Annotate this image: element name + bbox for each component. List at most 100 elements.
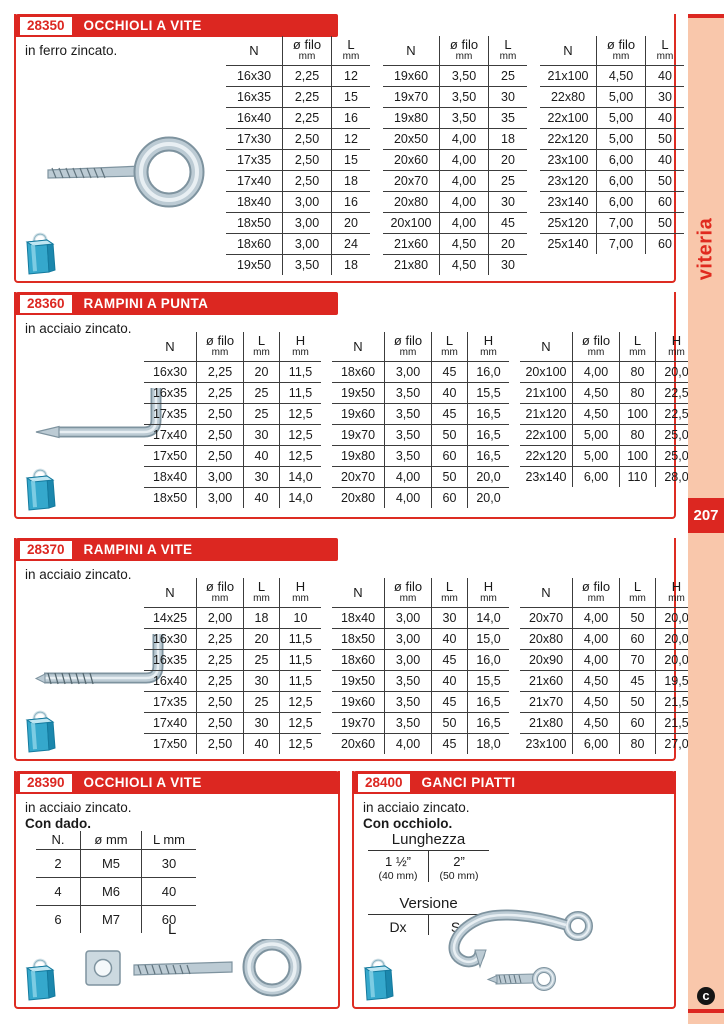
- table-cell: 21,5: [655, 691, 697, 713]
- table-cell: 20x70: [528, 611, 564, 625]
- table-row: 16x35 2,25 25 11,5: [144, 382, 321, 404]
- length-dimension-label: L: [168, 921, 177, 938]
- table-cell: 19x80: [332, 445, 385, 467]
- table-cell: 4,50: [572, 382, 620, 404]
- article-code: 28350: [20, 16, 72, 35]
- section-title: RAMPINI A VITE: [83, 542, 193, 557]
- table-cell: 6,00: [572, 466, 620, 487]
- table-cell: 17x50: [144, 733, 197, 754]
- table-row: 20x100 4,00 45: [383, 212, 527, 234]
- table-row: 21x120 4,50 100 22,5: [520, 403, 697, 425]
- table-cell: 20,0: [467, 487, 509, 508]
- table-cell: 30: [141, 849, 196, 878]
- table-cell: 3,00: [196, 487, 244, 508]
- table-cell: 27,0: [655, 733, 697, 754]
- spec-table: N. ø mm L mm 2 M5 30 4 M6 40 6 M7 60: [36, 831, 196, 933]
- table-cell: 60: [431, 487, 468, 508]
- table-cell: 18x50: [226, 212, 283, 234]
- table-cell: 5,00: [572, 445, 620, 467]
- table-cell: 20: [243, 628, 280, 650]
- section-28390: 28390 OCCHIOLI A VITE in acciaio zincato…: [14, 771, 340, 1009]
- table-row: 17x40 2,50 30 12,5: [144, 424, 321, 446]
- table-cell: 11,5: [279, 649, 321, 671]
- section-title: RAMPINI A PUNTA: [83, 296, 209, 311]
- table-row: 18x60 3,00 24: [226, 233, 370, 255]
- table-cell: 18x60: [332, 649, 385, 671]
- column-header: ø filo mm: [384, 332, 432, 362]
- table-cell: 16x30: [152, 365, 188, 379]
- table-cell: 11,5: [279, 670, 321, 692]
- table-cell: 18,0: [467, 733, 509, 754]
- table-cell: 30: [431, 607, 468, 629]
- article-code: 28400: [358, 773, 410, 792]
- table-cell: 2,25: [282, 107, 332, 129]
- column-header: ø filo mm: [572, 332, 620, 362]
- material-description: in acciaio zincato.: [25, 567, 132, 582]
- spec-table-container: N. ø mm L mm 2 M5 30 4 M6 40 6 M7 60: [36, 831, 196, 933]
- table-cell: 3,00: [384, 649, 432, 671]
- table-row: 25x140 7,00 60: [540, 233, 684, 254]
- section-title: GANCI PIATTI: [421, 775, 516, 790]
- table-cell: 20x90: [520, 649, 573, 671]
- table-cell: 2,50: [282, 128, 332, 150]
- table-cell: 60: [141, 905, 196, 933]
- table-cell: 45: [488, 212, 527, 234]
- version-table-title: Versione: [368, 895, 489, 915]
- table-cell: 6,00: [572, 733, 620, 754]
- table-cell: 12,5: [279, 733, 321, 754]
- table-cell: 40: [243, 445, 280, 467]
- table-row: 20x80 4,00 30: [383, 191, 527, 213]
- table-cell: 4,50: [572, 670, 620, 692]
- section-header: 28370 RAMPINI A VITE: [14, 538, 338, 561]
- table-cell: 4,00: [384, 466, 432, 488]
- table-cell: 2,50: [196, 733, 244, 754]
- table-cell: 30: [488, 86, 527, 108]
- table-row: 17x35 2,50 25 12,5: [144, 691, 321, 713]
- table-cell: 17x40: [144, 712, 197, 734]
- table-cell: 4,50: [439, 254, 489, 275]
- table-row: 19x50 3,50 40 15,5: [332, 670, 509, 692]
- table-cell: 15: [331, 149, 370, 171]
- table-cell: 12: [331, 65, 370, 87]
- table-row: 22x100 5,00 40: [540, 107, 684, 129]
- table-cell: 18: [243, 607, 280, 629]
- table-row: 19x80 3,50 60 16,5: [332, 445, 509, 467]
- table-cell: 50: [645, 128, 684, 150]
- table-cell: 3,50: [384, 382, 432, 404]
- table-cell: 60: [431, 445, 468, 467]
- table-cell: 50: [619, 691, 656, 713]
- table-cell: 3,50: [384, 670, 432, 692]
- table-cell: 3,50: [439, 107, 489, 129]
- table-row: 14x25 2,00 18 10: [144, 607, 321, 629]
- column-header: N: [144, 578, 197, 608]
- table-cell: 23x140: [520, 466, 573, 487]
- table-cell: 40: [645, 65, 684, 87]
- table-cell: 25,0: [655, 424, 697, 446]
- table-cell: 12,5: [279, 691, 321, 713]
- table-cell: 30: [488, 254, 527, 275]
- table-cell: 25: [243, 691, 280, 713]
- column-header: ø filo mm: [572, 578, 620, 608]
- table-cell: 4,00: [384, 487, 432, 508]
- table-cell: 30: [243, 712, 280, 734]
- table-row: 19x50 3,50 40 15,5: [332, 382, 509, 404]
- table-cell: 3,50: [384, 691, 432, 713]
- table-cell: 18x50: [144, 487, 197, 508]
- category-sidebar: viteria 207 c: [688, 14, 724, 1024]
- table-cell: 80: [619, 361, 656, 383]
- section-header: 28400 GANCI PIATTI: [352, 771, 676, 794]
- table-cell: 3,50: [439, 86, 489, 108]
- table-cell: 2: [54, 856, 62, 871]
- table-cell: 4,00: [572, 607, 620, 629]
- table-cell: 40: [431, 670, 468, 692]
- table-cell: 100: [619, 403, 656, 425]
- table-cell: 3,50: [384, 712, 432, 734]
